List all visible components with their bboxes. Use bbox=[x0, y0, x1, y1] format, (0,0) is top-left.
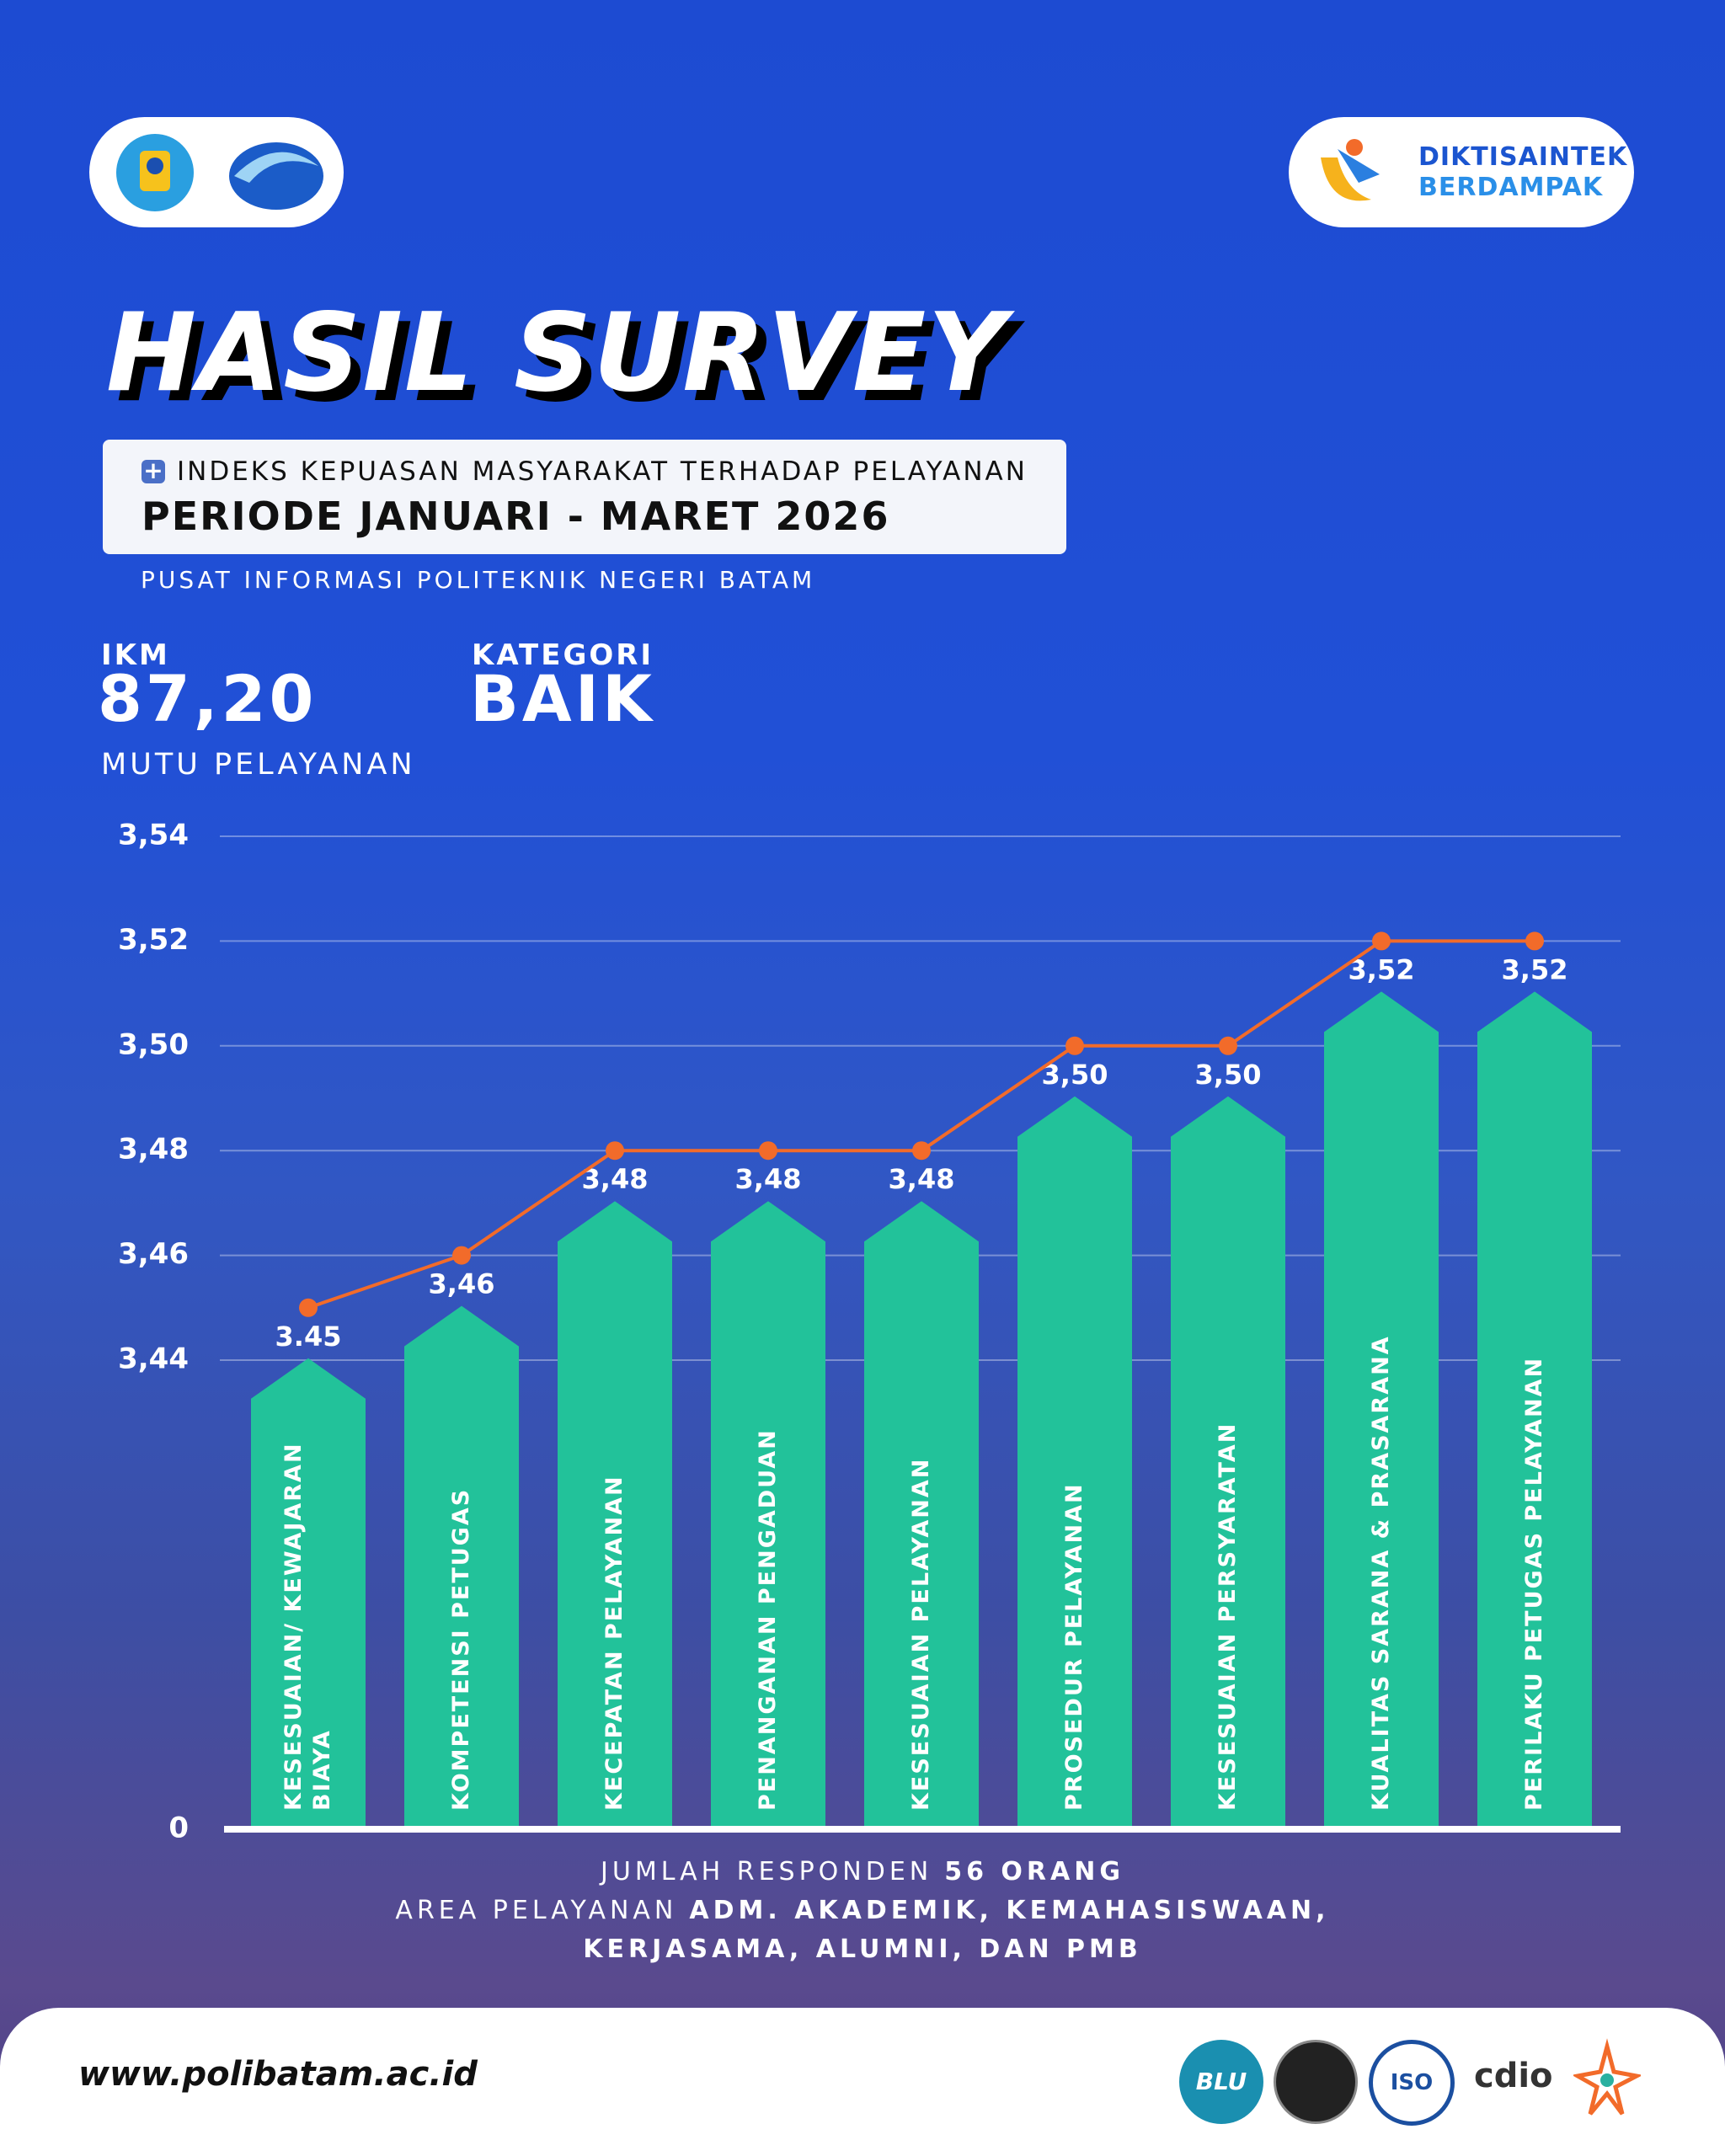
note-text: JUMLAH RESPONDEN bbox=[601, 1857, 933, 1886]
footer: www.polibatam.ac.id BLU ISO cdio bbox=[0, 2008, 1725, 2156]
x-tick-label: KECEPATAN PELAYANAN bbox=[601, 1475, 628, 1811]
brand-pill: DIKTISAINTEK BERDAMPAK bbox=[1289, 117, 1634, 227]
value-label: 3,52 bbox=[1348, 953, 1415, 985]
notes: JUMLAH RESPONDEN 56 ORANG AREA PELAYANAN AD… bbox=[0, 1853, 1725, 1969]
point bbox=[1372, 931, 1391, 951]
bar bbox=[1324, 991, 1439, 1829]
point bbox=[1065, 1036, 1084, 1055]
value-label: 3,48 bbox=[582, 1163, 649, 1195]
bar bbox=[1477, 991, 1592, 1829]
brand-text: DIKTISAINTEK BERDAMPAK bbox=[1418, 142, 1627, 203]
title: HASIL SURVEY bbox=[106, 291, 1007, 416]
note-text: KERJASAMA, ALUMNI, DAN PMB bbox=[583, 1935, 1142, 1964]
value-label: 3,48 bbox=[735, 1163, 802, 1195]
brand-line: BERDAMPAK bbox=[1418, 173, 1604, 202]
y-tick-label: 3,54 bbox=[118, 819, 189, 852]
category-label: KATEGORI bbox=[472, 638, 654, 672]
bar bbox=[711, 1201, 825, 1829]
x-tick-label: PERILAKU PETUGAS PELAYANAN bbox=[1521, 1356, 1547, 1811]
bar bbox=[1171, 1096, 1285, 1829]
bar bbox=[864, 1201, 979, 1829]
x-tick-label: KUALITAS SARANA & PRASARANA bbox=[1368, 1335, 1394, 1811]
ikm-label: IKM bbox=[101, 638, 170, 672]
point bbox=[1219, 1036, 1237, 1055]
logo-pill bbox=[89, 117, 344, 227]
ikm-value: 87,20 bbox=[98, 661, 318, 736]
brand-icon bbox=[1321, 139, 1380, 201]
bar bbox=[558, 1201, 672, 1829]
badge: ISO bbox=[1369, 2040, 1455, 2126]
period-box: + INDEKS KEPUASAN MASYARAKAT TERHADAP PE… bbox=[103, 440, 1066, 554]
value-label: 3,50 bbox=[1195, 1059, 1262, 1091]
y-tick-label: 3,52 bbox=[118, 923, 189, 957]
brand-line: DIKTISAINTEK bbox=[1418, 142, 1628, 172]
point bbox=[912, 1141, 931, 1161]
plus-icon: + bbox=[142, 459, 165, 483]
source: PUSAT INFORMASI POLITEKNIK NEGERI BATAM bbox=[141, 566, 816, 594]
x-tick-label: KESESUAIAN PERSYARATAN bbox=[1215, 1422, 1241, 1811]
bar bbox=[251, 1358, 366, 1829]
x-tick-label: KESESUAIAN/ KEWAJARAN BIAYA bbox=[280, 1442, 335, 1811]
point bbox=[759, 1141, 777, 1161]
note-text: 56 ORANG bbox=[944, 1857, 1124, 1886]
value-label: 3,50 bbox=[1042, 1059, 1108, 1091]
badge: cdio bbox=[1474, 2057, 1553, 2095]
x-tick-label: KESESUAIAN PELAYANAN bbox=[908, 1457, 934, 1811]
y-tick-label: 3,48 bbox=[118, 1133, 189, 1166]
point bbox=[1525, 931, 1544, 951]
value-label: 3,52 bbox=[1502, 953, 1568, 985]
note-line: AREA PELAYANAN ADM. AKADEMIK, KEMAHASISWA… bbox=[0, 1892, 1725, 1930]
period: PERIODE JANUARI - MARET 2026 bbox=[142, 494, 890, 539]
point bbox=[452, 1246, 471, 1265]
badge-seal bbox=[1274, 2040, 1358, 2124]
x-tick-label: PROSEDUR PELAYANAN bbox=[1061, 1482, 1087, 1811]
badge: BLU bbox=[1179, 2040, 1263, 2124]
y-tick-label: 3,44 bbox=[118, 1342, 189, 1376]
y-tick-label: 3,46 bbox=[118, 1237, 189, 1271]
note-line: KERJASAMA, ALUMNI, DAN PMB bbox=[0, 1930, 1725, 1969]
bar bbox=[1017, 1096, 1132, 1829]
y-tick-label: 0 bbox=[168, 1812, 189, 1845]
note-text: AREA PELAYANAN bbox=[395, 1896, 678, 1925]
ikm-caption: MUTU PELAYANAN bbox=[101, 748, 416, 782]
note-text: ADM. AKADEMIK, KEMAHASISWAAN, bbox=[689, 1896, 1330, 1925]
logos bbox=[116, 134, 323, 211]
point bbox=[299, 1298, 318, 1317]
flower-logo bbox=[1573, 2038, 1641, 2116]
x-tick-label: KOMPETENSI PETUGAS bbox=[448, 1487, 474, 1811]
note-line: JUMLAH RESPONDEN 56 ORANG bbox=[0, 1853, 1725, 1892]
point bbox=[606, 1141, 624, 1161]
x-tick-label: PENANGANAN PENGADUAN bbox=[755, 1428, 781, 1811]
bar bbox=[404, 1305, 519, 1829]
url: www.polibatam.ac.id bbox=[78, 2055, 478, 2094]
subtitle: INDEKS KEPUASAN MASYARAKAT TERHADAP PELA… bbox=[177, 456, 1028, 487]
value-label: 3.45 bbox=[275, 1321, 342, 1353]
y-tick-label: 3,50 bbox=[118, 1027, 189, 1061]
value-label: 3,46 bbox=[429, 1268, 495, 1300]
value-label: 3,48 bbox=[889, 1163, 955, 1195]
category-value: BAIK bbox=[470, 661, 655, 736]
